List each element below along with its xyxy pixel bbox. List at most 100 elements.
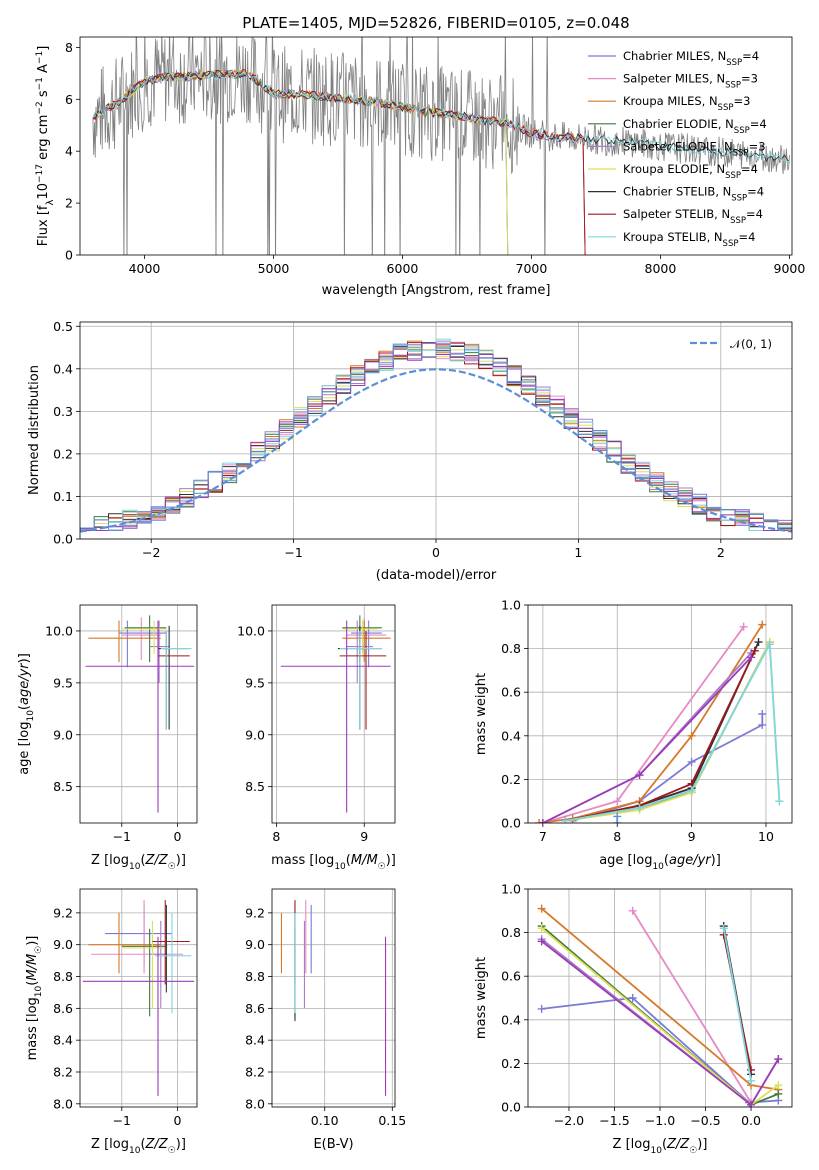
axes-frame (79, 604, 198, 824)
x-tick-label: 7000 (516, 261, 548, 276)
axes-age-vs-Z: −1 0 8.5 9.0 9.5 10.0 Z [log10(Z/Z☉)] age [log1… (17, 604, 198, 872)
legend-entry: Salpeter ELODIE, NSSP=3 (623, 139, 766, 158)
x-tick-label: 8 (272, 829, 280, 844)
x-tick-label: 1 (574, 545, 582, 560)
axis-label: Z [log10(Z/Z☉)] (91, 853, 186, 872)
y-tick-label: 10.0 (45, 623, 73, 638)
histogram-step-line (80, 343, 792, 531)
weight-marker (747, 653, 756, 662)
weight-marker (537, 937, 546, 946)
weight-marker (747, 1100, 756, 1107)
y-tick-label: 6 (65, 92, 73, 107)
y-tick-label: 0.5 (53, 319, 73, 334)
axes-weight-vs-Z: −2.0 −1.5 −1.0 −0.5 0.0 0.0 0.2 0.4 0.6 0.8 1.0 Z [… (474, 882, 793, 1156)
y-tick-label: 8.5 (245, 779, 265, 794)
x-tick-label: −1 (113, 829, 131, 844)
y-tick-label: 0.2 (53, 446, 73, 461)
gridlines (80, 605, 197, 823)
y-tick-label: 0.4 (501, 1012, 521, 1027)
x-tick-label: 0 (174, 1113, 182, 1128)
x-tick-label: 10 (758, 829, 774, 844)
model-line (92, 69, 509, 255)
plot-area (535, 620, 784, 823)
legend: Chabrier MILES, NSSP=4 Salpeter MILES, NS… (588, 49, 767, 249)
x-tick-label: −1.0 (645, 1113, 675, 1128)
y-tick-label: 1.0 (501, 882, 521, 897)
y-axis-label: mass weight (474, 957, 489, 1039)
y-tick-label: 8.2 (245, 1064, 265, 1079)
y-tick-label: 0.2 (501, 1056, 521, 1071)
x-tick-label: −1.5 (599, 1113, 629, 1128)
axis-label: age [log10(age/yr)] (17, 653, 36, 775)
x-tick-label: 9000 (774, 261, 806, 276)
weight-marker (687, 757, 696, 766)
weight-marker (758, 620, 767, 629)
y-tick-label: 0.8 (501, 641, 521, 656)
axes-frame (527, 888, 793, 1108)
x-tick-label: 7 (539, 829, 547, 844)
x-tick-label: 0.10 (311, 1113, 339, 1128)
weight-line (542, 626, 745, 823)
weight-line (565, 650, 756, 822)
x-tick-label: 9 (688, 829, 696, 844)
axes-frame (271, 604, 396, 824)
y-tick-label: 8.6 (53, 1001, 73, 1016)
y-tick-label: 0.3 (53, 404, 73, 419)
legend-entry: Salpeter MILES, NSSP=3 (623, 72, 758, 91)
y-tick-label: 1.0 (501, 598, 521, 613)
axes-frame (271, 888, 396, 1108)
y-tick-label: 9.0 (245, 727, 265, 742)
axes-frame (527, 604, 793, 824)
x-tick-label: −2 (142, 545, 160, 560)
x-tick-label: 0.15 (378, 1113, 406, 1128)
x-tick-label: 0 (174, 829, 182, 844)
y-tick-label: 8.4 (53, 1033, 73, 1048)
axis-label: age [log10(age/yr)] (599, 853, 721, 872)
weight-marker (628, 906, 637, 915)
weight-line (541, 997, 779, 1104)
y-tick-label: 0.0 (53, 532, 73, 547)
weight-line (631, 910, 752, 1104)
weight-marker (687, 731, 696, 740)
y-tick-label: 8 (65, 40, 73, 55)
figure-title: PLATE=1405, MJD=52826, FIBERID=0105, z=0… (242, 14, 629, 32)
weight-marker (739, 622, 748, 631)
y-tick-label: 2 (65, 196, 73, 211)
weight-marker (719, 924, 728, 933)
y-tick-label: 9.0 (53, 727, 73, 742)
axis-label: Z [log10(Z/Z☉)] (613, 1137, 708, 1156)
y-tick-label: 0 (65, 248, 73, 263)
x-tick-label: −1 (284, 545, 302, 560)
weight-marker (537, 1004, 546, 1013)
axes-mass-vs-Z: −1 0 8.0 8.2 8.4 8.6 8.8 9.0 9.2 Z [log10(Z/Z☉)] m… (25, 888, 198, 1156)
y-tick-label: 9.0 (53, 937, 73, 952)
weight-marker (750, 646, 759, 655)
chart-layer: 4000 5000 6000 7000 8000 900002468wavelength … (17, 36, 806, 1156)
weight-marker (538, 819, 547, 823)
axes-residuals: −2 −1 0 1 2 0.0 0.1 0.2 0.3 0.4 0.5 (data-model)/er… (27, 319, 793, 583)
x-tick-label: 5000 (258, 261, 290, 276)
y-tick-label: 9.2 (245, 905, 265, 920)
x-tick-label: −2.0 (554, 1113, 584, 1128)
x-tick-label: 2 (717, 545, 725, 560)
gridlines (272, 889, 395, 1107)
x-axis-label: (data-model)/error (376, 568, 497, 583)
x-tick-label: 4000 (129, 261, 161, 276)
y-tick-label: 8.0 (245, 1096, 265, 1111)
weight-line (542, 656, 752, 823)
weight-marker (774, 1081, 783, 1090)
y-axis-label: mass weight (474, 673, 489, 755)
weight-marker (687, 786, 696, 795)
y-tick-label: 8.2 (53, 1064, 73, 1079)
weight-marker (774, 1055, 783, 1064)
y-tick-label: 0.4 (501, 728, 521, 743)
y-tick-label: 8.4 (245, 1033, 265, 1048)
plot-area (280, 900, 387, 1096)
weight-marker (561, 816, 570, 823)
legend-entry: Chabrier MILES, NSSP=4 (623, 49, 759, 68)
axes-frame (79, 321, 793, 540)
y-tick-label: 8.6 (245, 1001, 265, 1016)
x-tick-label: 8 (613, 829, 621, 844)
y-axis-label: Flux [fλ10−17 erg cm−2 s−1 A−1] (35, 46, 56, 247)
axis-label: mass [log10(M/M☉)] (271, 853, 396, 872)
